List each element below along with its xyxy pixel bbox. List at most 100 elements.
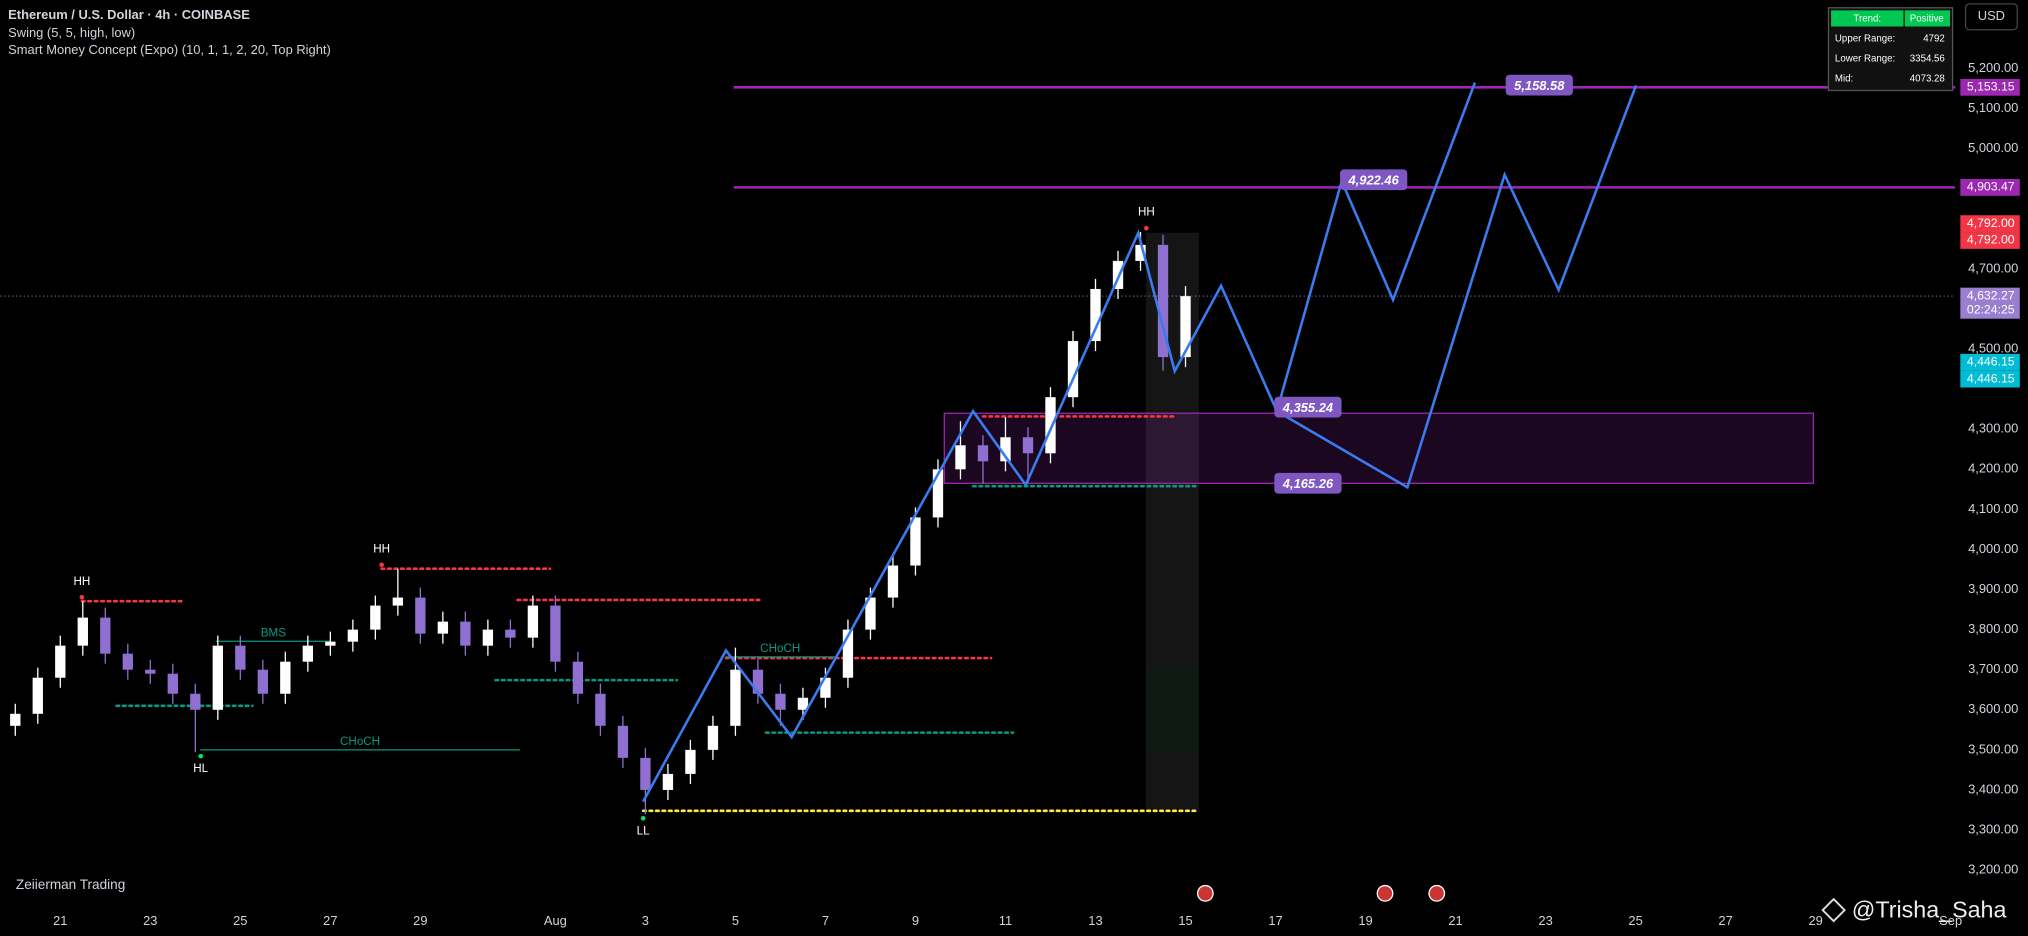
- projection-path: [1276, 84, 1638, 490]
- trend-cell: [1831, 10, 1904, 27]
- candle-body: [685, 749, 696, 774]
- trend-value-cell: [1904, 10, 1950, 27]
- x-tick-label: 19: [1358, 913, 1372, 928]
- y-tick-label: 3,900.00: [1968, 581, 2018, 596]
- candle-body: [1135, 244, 1146, 261]
- y-tick-label: 4,200.00: [1968, 461, 2018, 476]
- candle-body: [302, 645, 314, 662]
- y-tick-label: 3,400.00: [1968, 781, 2018, 796]
- info-key: Upper Range:: [1835, 34, 1895, 45]
- price-label: 4,446.15: [1967, 371, 2015, 385]
- candle-body: [212, 645, 223, 710]
- target-box: [1274, 396, 1342, 418]
- currency[interactable]: USD: [1978, 8, 2005, 23]
- swing-label: HH: [73, 575, 90, 588]
- swing-dot: [640, 815, 646, 821]
- price-label-box: [1960, 215, 2020, 233]
- candle-body: [122, 653, 133, 670]
- candle-body: [437, 621, 449, 634]
- candle-body: [392, 597, 404, 606]
- y-tick-label: 4,300.00: [1968, 421, 2018, 436]
- price-label-box: [1960, 370, 2020, 388]
- candle-body: [752, 669, 764, 694]
- info-value: 4073.28: [1910, 74, 1945, 85]
- swing-dot: [79, 594, 85, 600]
- x-tick-label: 21: [53, 913, 67, 928]
- price-label: 4,632.27: [1967, 288, 2015, 302]
- forecast-band: [1145, 665, 1199, 752]
- candle-body: [1045, 397, 1056, 454]
- x-tick-label: 23: [1538, 913, 1552, 928]
- candle-body: [55, 645, 66, 678]
- indicator: Smart Money Concept (Expo) (10, 1, 1, 2,…: [8, 42, 331, 57]
- candle-body: [730, 669, 741, 726]
- candle-body: [347, 629, 359, 642]
- x-tick-label: Sep: [1939, 913, 1962, 928]
- x-tick-label: 3: [642, 913, 649, 928]
- candle-body: [572, 661, 584, 694]
- x-tick-label: 9: [912, 913, 919, 928]
- swing-dot: [198, 753, 204, 759]
- candle-body: [910, 517, 921, 566]
- y-tick-label: 5,100.00: [1968, 100, 2018, 115]
- target-box: [1274, 472, 1342, 494]
- target-label: 4,922.46: [1348, 172, 1400, 187]
- candle-body: [977, 445, 989, 462]
- candle-body: [820, 677, 831, 698]
- candle-body: [865, 597, 876, 630]
- candle-body: [167, 673, 178, 694]
- candle-body: [775, 693, 786, 710]
- candle-body: [640, 757, 651, 790]
- x-tick-label: 11: [999, 913, 1012, 928]
- info-value: 4792: [1923, 34, 1945, 45]
- target-box: [1340, 169, 1408, 191]
- candle-body: [842, 629, 854, 678]
- price-label: 5,153.15: [1967, 80, 2015, 94]
- price-label: 4,792.00: [1967, 216, 2015, 230]
- swing-label: HH: [1138, 206, 1155, 219]
- target-label: 5,158.58: [1514, 78, 1565, 93]
- candle-body: [1180, 296, 1191, 358]
- candle-body: [100, 617, 111, 654]
- price-label: 4,792.00: [1967, 233, 2015, 247]
- y-tick-label: 5,200.00: [1968, 60, 2018, 75]
- x-tick-label: 27: [1718, 913, 1732, 928]
- price-label-sub: 02:24:25: [1967, 303, 2015, 317]
- x-tick-label: 29: [1808, 913, 1822, 928]
- swing-label: HL: [193, 762, 208, 775]
- y-tick-label: 4,500.00: [1968, 340, 2018, 355]
- target-box: [1505, 74, 1573, 96]
- x-tick-label: 25: [233, 913, 247, 928]
- y-tick-label: 3,300.00: [1968, 821, 2018, 836]
- candle-body: [145, 669, 156, 674]
- candle-body: [1157, 244, 1169, 358]
- candle-body: [527, 605, 539, 638]
- price-label-box: [1960, 178, 2020, 196]
- price-label-box: [1960, 353, 2020, 371]
- x-tick-label: 7: [822, 913, 829, 928]
- price-label-box: [1960, 78, 2020, 96]
- candle-body: [325, 641, 336, 646]
- currency-button[interactable]: [1964, 3, 2018, 31]
- target-label: 4,355.24: [1282, 400, 1333, 415]
- watermark-icon: [1821, 897, 1846, 923]
- candle-body: [460, 621, 471, 646]
- y-tick-label: 5,000.00: [1968, 140, 2018, 155]
- candle-body: [190, 693, 201, 710]
- candle-body: [1112, 260, 1124, 289]
- structure-label: CHoCH: [760, 642, 800, 655]
- candle-body: [932, 469, 944, 518]
- y-tick-label: 3,600.00: [1968, 701, 2018, 716]
- x-tick-label: 25: [1628, 913, 1642, 928]
- info-key: Mid:: [1835, 74, 1853, 85]
- chart-title: Ethereum / U.S. Dollar · 4h · COINBASE: [8, 7, 250, 22]
- zone: [943, 412, 1815, 484]
- branding: Zeiierman Trading: [16, 877, 125, 892]
- candle-body: [550, 605, 561, 662]
- x-tick-label: 21: [1448, 913, 1462, 928]
- x-tick-label: Aug: [544, 913, 567, 928]
- candle-body: [482, 629, 494, 646]
- candle-body: [662, 773, 674, 790]
- structure-label: BMS: [261, 627, 286, 640]
